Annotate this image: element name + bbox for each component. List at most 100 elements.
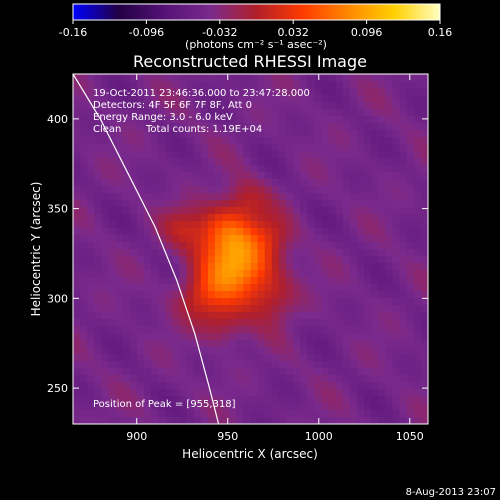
heatmap-cell	[271, 242, 280, 250]
heatmap-cell	[186, 179, 195, 187]
heatmap-cell	[172, 221, 181, 229]
heatmap-cell	[101, 242, 110, 250]
heatmap-cell	[122, 389, 131, 397]
heatmap-cell	[215, 144, 223, 152]
heatmap-cell	[179, 158, 188, 166]
heatmap-cell	[101, 158, 110, 166]
heatmap-cell	[108, 284, 117, 292]
heatmap-cell	[136, 382, 145, 390]
heatmap-cell	[73, 123, 81, 131]
heatmap-cell	[300, 389, 308, 397]
heatmap-cell	[144, 158, 152, 166]
heatmap-cell	[357, 123, 365, 131]
heatmap-cell	[385, 417, 394, 424]
heatmap-cell	[385, 95, 394, 103]
heatmap-cell	[385, 347, 394, 355]
heatmap-cell	[314, 193, 323, 201]
heatmap-cell	[236, 319, 244, 327]
heatmap-cell	[243, 242, 252, 250]
heatmap-cell	[378, 137, 386, 145]
heatmap-cell	[335, 368, 344, 376]
heatmap-cell	[101, 389, 110, 397]
heatmap-cells	[73, 74, 428, 424]
heatmap-cell	[207, 130, 216, 138]
heatmap-cell	[328, 382, 337, 390]
heatmap-cell	[357, 102, 365, 110]
heatmap-cell	[193, 368, 202, 376]
heatmap-cell	[229, 396, 237, 404]
heatmap-cell	[420, 277, 428, 285]
heatmap-cell	[101, 235, 110, 243]
heatmap-cell	[73, 389, 81, 397]
heatmap-cell	[236, 410, 244, 418]
heatmap-cell	[236, 109, 244, 117]
heatmap-cell	[406, 109, 415, 117]
heatmap-cell	[406, 403, 415, 411]
heatmap-cell	[215, 102, 223, 110]
heatmap-cell	[406, 354, 415, 362]
heatmap-cell	[413, 368, 422, 376]
heatmap-cell	[144, 172, 152, 180]
heatmap-cell	[179, 235, 188, 243]
heatmap-cell	[406, 179, 415, 187]
heatmap-cell	[413, 361, 422, 369]
heatmap-cell	[286, 417, 294, 424]
heatmap-cell	[151, 123, 159, 131]
heatmap-cell	[73, 116, 81, 124]
heatmap-cell	[293, 277, 301, 285]
heatmap-cell	[293, 200, 301, 208]
heatmap-cell	[243, 144, 252, 152]
heatmap-cell	[186, 193, 195, 201]
plot-image	[73, 74, 428, 424]
heatmap-cell	[300, 277, 308, 285]
heatmap-cell	[80, 158, 88, 166]
heatmap-cell	[236, 137, 244, 145]
heatmap-cell	[200, 158, 209, 166]
heatmap-cell	[406, 375, 415, 383]
heatmap-cell	[101, 228, 110, 236]
heatmap-cell	[165, 403, 173, 411]
heatmap-cell	[115, 375, 124, 383]
heatmap-cell	[357, 354, 365, 362]
heatmap-cell	[385, 340, 394, 348]
heatmap-cell	[257, 165, 266, 173]
heatmap-cell	[300, 242, 308, 250]
heatmap-cell	[236, 123, 244, 131]
heatmap-cell	[342, 242, 351, 250]
heatmap-cell	[115, 382, 124, 390]
heatmap-cell	[413, 214, 422, 222]
heatmap-cell	[364, 270, 372, 278]
heatmap-cell	[229, 221, 237, 229]
heatmap-cell	[101, 172, 110, 180]
heatmap-cell	[364, 284, 372, 292]
heatmap-cell	[94, 305, 102, 313]
heatmap-cell	[300, 186, 308, 194]
heatmap-cell	[371, 116, 379, 124]
heatmap-cell	[371, 228, 379, 236]
heatmap-cell	[215, 95, 223, 103]
heatmap-cell	[108, 277, 117, 285]
heatmap-cell	[144, 403, 152, 411]
heatmap-cell	[129, 186, 138, 194]
heatmap-cell	[215, 382, 223, 390]
heatmap-cell	[94, 116, 102, 124]
heatmap-cell	[406, 81, 415, 89]
heatmap-cell	[207, 172, 216, 180]
heatmap-cell	[129, 382, 138, 390]
heatmap-cell	[250, 207, 259, 215]
heatmap-cell	[399, 396, 408, 404]
heatmap-cell	[144, 186, 152, 194]
heatmap-cell	[286, 74, 294, 82]
heatmap-cell	[357, 88, 365, 96]
heatmap-cell	[136, 116, 145, 124]
heatmap-cell	[172, 326, 181, 334]
heatmap-cell	[392, 207, 401, 215]
heatmap-cell	[335, 88, 344, 96]
heatmap-cell	[349, 298, 358, 306]
heatmap-cell	[406, 214, 415, 222]
heatmap-cell	[378, 228, 386, 236]
heatmap-cell	[314, 403, 323, 411]
heatmap-cell	[172, 417, 181, 424]
heatmap-cell	[257, 74, 266, 82]
heatmap-cell	[186, 256, 195, 264]
